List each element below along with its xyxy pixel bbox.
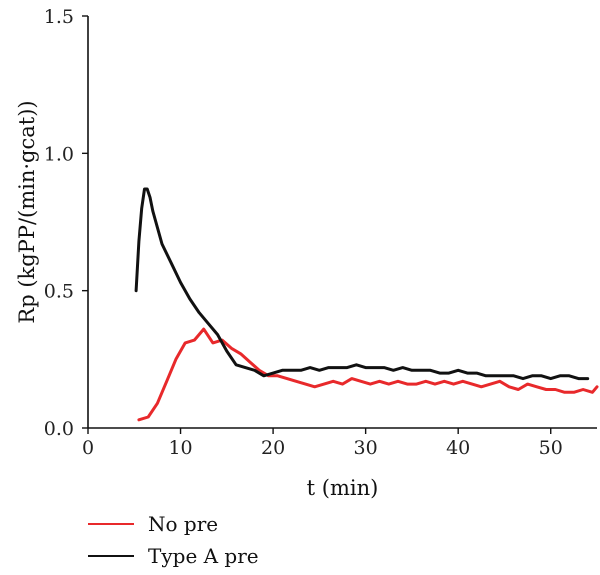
series-line-no-pre — [137, 327, 599, 422]
y-tick-label: 1.5 — [44, 6, 74, 28]
y-axis-ticks: 0.0 0.5 1.0 1.5 — [44, 6, 88, 440]
legend-label-no-pre: No pre — [148, 512, 219, 536]
legend-item-type-a-pre: Type A pre — [88, 540, 259, 572]
plot-frame — [87, 16, 597, 429]
line-chart: 0 10 20 30 40 50 0.0 0.5 1.0 1.5 t (min) Rp (kgP… — [15, 6, 599, 500]
y-tick-label: 0.5 — [44, 281, 74, 303]
legend-label-type-a-pre: Type A pre — [148, 544, 259, 568]
legend-item-no-pre: No pre — [88, 508, 259, 540]
x-tick-label: 40 — [446, 437, 470, 459]
y-tick-label: 1.0 — [44, 143, 74, 165]
x-tick-label: 10 — [168, 437, 192, 459]
legend-swatch-no-pre — [88, 523, 134, 525]
x-tick-label: 30 — [354, 437, 378, 459]
x-tick-label: 0 — [82, 437, 94, 459]
x-axis-ticks: 0 10 20 30 40 50 — [82, 428, 563, 459]
chart-legend: No pre Type A pre — [88, 508, 259, 572]
x-tick-label: 50 — [539, 437, 563, 459]
x-axis-title: t (min) — [307, 476, 379, 500]
series-line-type-a-pre — [134, 187, 590, 381]
x-tick-label: 20 — [261, 437, 285, 459]
series-layer — [134, 187, 599, 422]
legend-swatch-type-a-pre — [88, 555, 134, 557]
y-tick-label: 0.0 — [44, 418, 74, 440]
y-axis-title: Rp (kgPP/(min·gcat)) — [15, 100, 39, 323]
